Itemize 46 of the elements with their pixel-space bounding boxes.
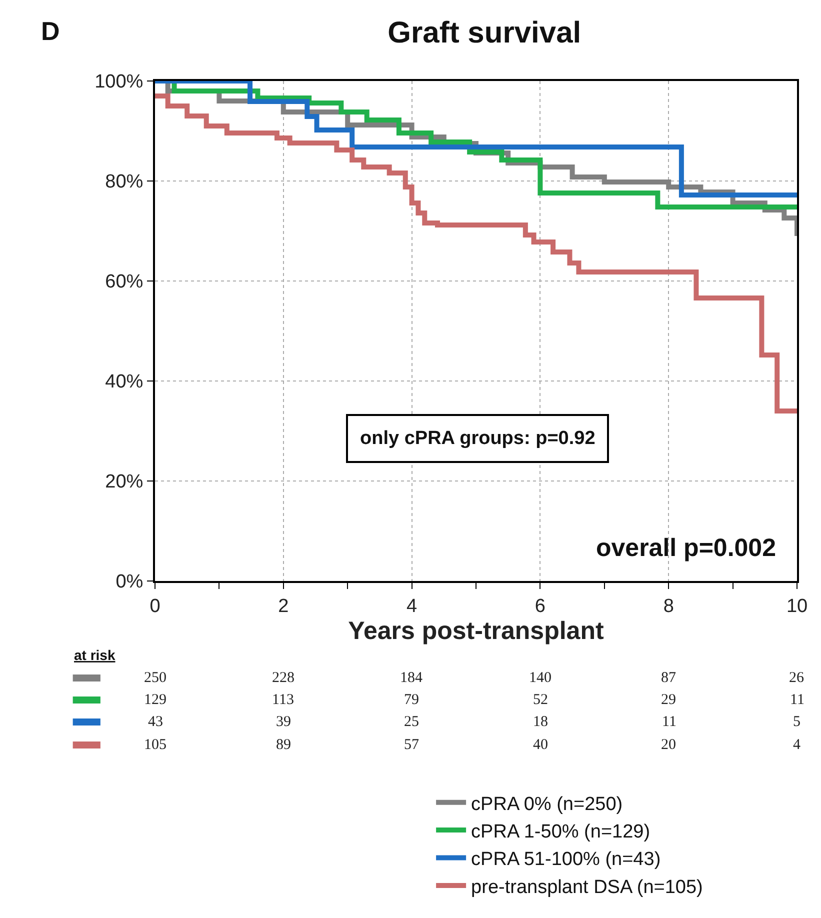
text: 4	[793, 737, 801, 753]
text: 18	[533, 714, 548, 730]
annotation: overall p=0.002	[596, 534, 776, 562]
y-tick-label: 80%	[105, 172, 144, 193]
text: 29	[661, 692, 676, 708]
text: 89	[276, 737, 291, 753]
text: 5	[793, 714, 800, 730]
x-axis-title: Years post-transplant	[348, 616, 604, 645]
y-tick-label: 100%	[94, 72, 144, 93]
text: 11	[790, 692, 804, 708]
text: 184	[400, 670, 423, 686]
text: 26	[789, 670, 804, 686]
text: D	[41, 16, 60, 46]
text: 20	[661, 737, 676, 753]
legend-label: cPRA 1-50% (n=129)	[471, 821, 650, 842]
text: 43	[148, 714, 163, 730]
text: 25	[404, 714, 419, 730]
x-tick-label: 4	[406, 596, 418, 617]
x-tick-label: 10	[786, 596, 808, 617]
y-tick-label: 40%	[105, 372, 144, 393]
text: 11	[662, 714, 676, 730]
annotation: only cPRA groups: p=0.92	[360, 428, 596, 449]
text: 105	[144, 737, 166, 753]
text: 228	[272, 670, 294, 686]
text: 250	[144, 670, 166, 686]
text: 87	[661, 670, 676, 686]
y-tick-label: 20%	[105, 472, 144, 493]
text: at risk	[74, 647, 116, 663]
x-tick-label: 8	[663, 596, 674, 617]
y-tick-label: 0%	[116, 572, 144, 593]
legend-label: cPRA 0% (n=250)	[471, 794, 623, 815]
legend-label: cPRA 51-100% (n=43)	[471, 849, 661, 870]
text: 52	[533, 692, 548, 708]
x-tick-label: 0	[150, 596, 160, 617]
text: 129	[144, 692, 166, 708]
text: 113	[272, 692, 294, 708]
text: 57	[404, 737, 420, 753]
text: 140	[529, 670, 552, 686]
text: 39	[276, 714, 291, 730]
text: 40	[533, 737, 548, 753]
chart-title: Graft survival	[388, 16, 582, 50]
x-tick-label: 2	[278, 596, 289, 617]
y-tick-label: 60%	[105, 272, 144, 293]
text: 79	[404, 692, 419, 708]
legend-label: pre-transplant DSA (n=105)	[471, 876, 703, 898]
x-tick-label: 6	[534, 596, 546, 617]
